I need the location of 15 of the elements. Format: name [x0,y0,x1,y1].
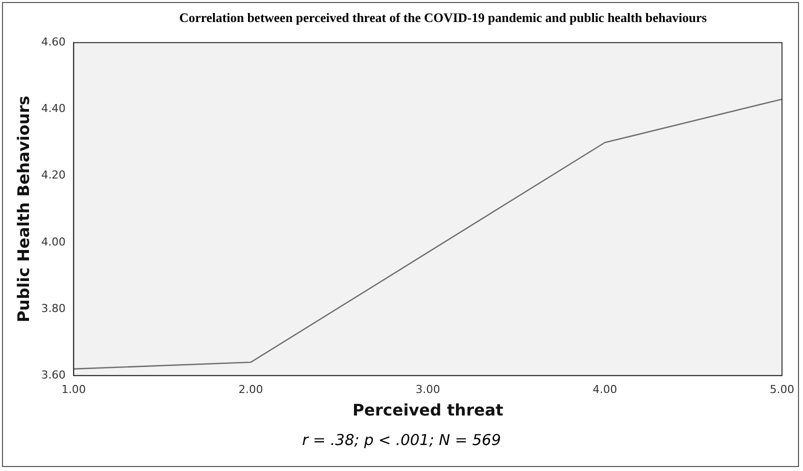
x-tick-label: 4.00 [592,383,618,396]
x-tick-label: 5.00 [770,383,794,396]
y-tick-label: 4.00 [41,235,66,248]
y-tick-label: 4.40 [41,102,66,116]
y-tick-label: 3.80 [41,302,66,315]
text: r = .38; p < .001; N = 569 [301,431,502,449]
chart-title: Correlation between perceived threat of the COVID-19 pandemic and public health behaviours [178,10,708,25]
y-tick-label: 4.60 [41,35,66,48]
y-tick-label: 3.60 [41,368,66,382]
x-axis-title: Perceived threat [352,400,504,420]
y-tick-label: 4.20 [41,168,66,182]
x-tick-label: 2.00 [238,383,264,396]
y-axis-title: Public Health Behaviours [14,96,33,322]
x-tick-label: 3.00 [416,383,440,396]
x-tick-label: 1.00 [61,383,86,396]
